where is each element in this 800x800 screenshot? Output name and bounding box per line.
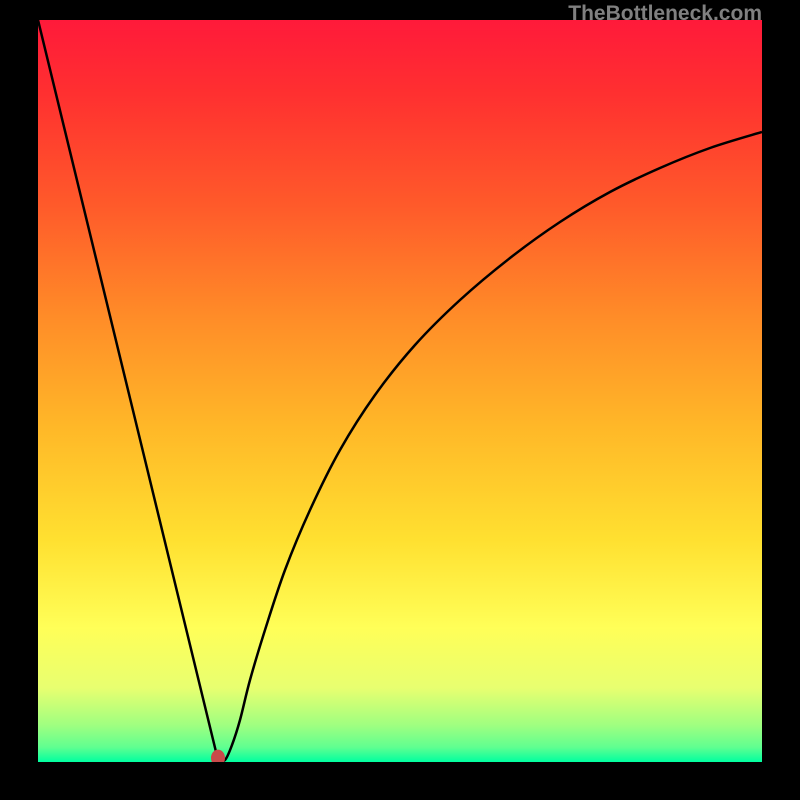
watermark-text: TheBottleneck.com xyxy=(568,2,762,26)
curve-path xyxy=(38,20,762,761)
bottleneck-curve xyxy=(38,20,762,762)
chart-container: TheBottleneck.com xyxy=(0,0,800,800)
optimal-point-marker xyxy=(211,750,225,762)
plot-area xyxy=(38,20,762,762)
